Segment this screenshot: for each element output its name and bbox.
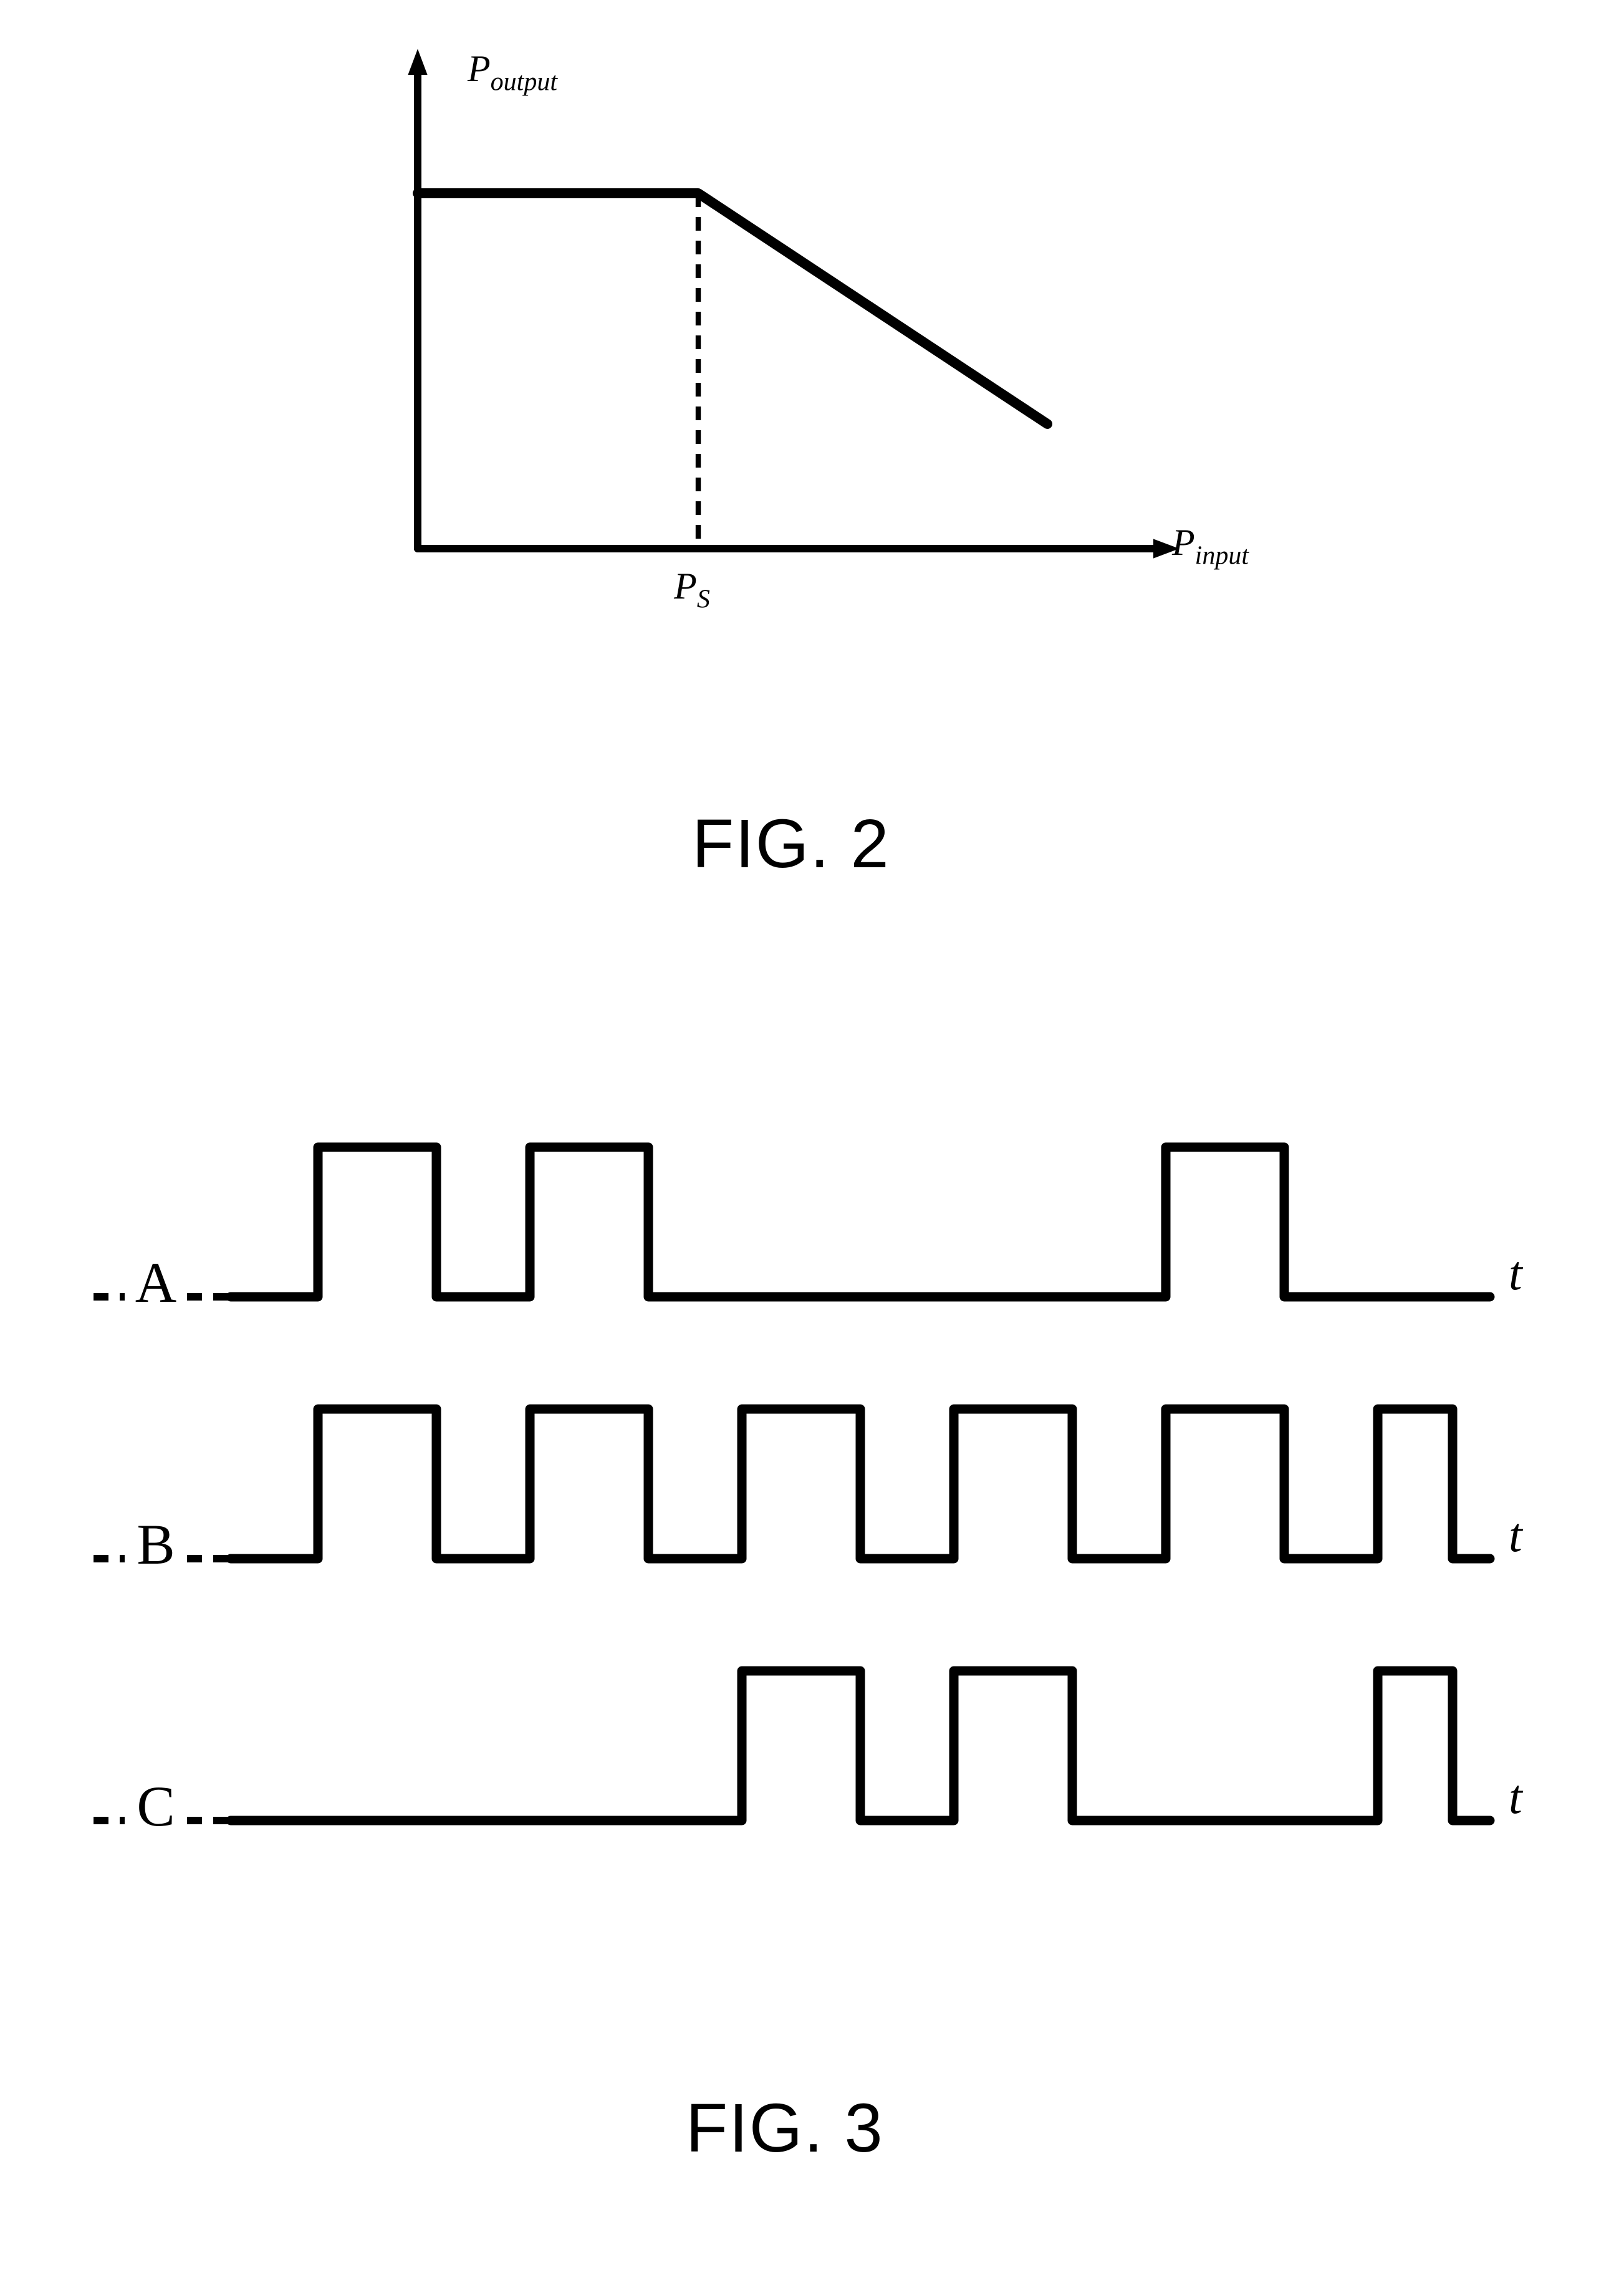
fig3-caption: FIG. 3 <box>686 2089 884 2168</box>
page: Poutput Pinput PS FIG. 2 At Bt Ct FIG. 3 <box>0 0 1624 2285</box>
svg-text:t: t <box>1509 1246 1524 1300</box>
fig2-chart: Poutput Pinput PS <box>343 37 1340 692</box>
svg-text:PS: PS <box>673 565 710 614</box>
svg-text:t: t <box>1509 1769 1524 1824</box>
svg-text:t: t <box>1509 1508 1524 1562</box>
svg-text:Pinput: Pinput <box>1171 522 1249 570</box>
svg-text:B: B <box>137 1513 175 1576</box>
svg-text:Poutput: Poutput <box>467 48 558 97</box>
svg-text:C: C <box>137 1774 175 1838</box>
fig3-chart: At Bt Ct <box>81 1097 1552 1970</box>
fig2-caption: FIG. 2 <box>692 804 890 883</box>
svg-text:A: A <box>135 1251 176 1314</box>
